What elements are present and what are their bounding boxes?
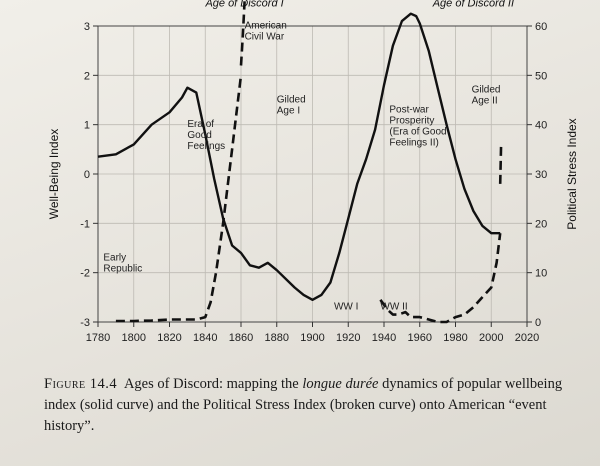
- left-tick-label: 3: [84, 21, 90, 33]
- annotation-line: Republic: [103, 263, 142, 274]
- left-tick-label: 2: [84, 70, 90, 82]
- political-stress-index-line: [239, 1, 246, 66]
- right-tick-label: 20: [535, 218, 547, 230]
- annotation-line: Good: [187, 130, 211, 141]
- left-tick-label: -3: [80, 317, 90, 329]
- era-label: Age of Discord I: [204, 0, 283, 9]
- caption-emphasis: longue durée: [302, 376, 379, 392]
- x-tick-label: 1980: [443, 332, 467, 344]
- x-tick-label: 2020: [515, 332, 539, 344]
- annotation-line: Civil War: [245, 31, 285, 42]
- annotation-label: Gilded Age II: [472, 85, 501, 107]
- x-tick-label: 1920: [336, 332, 360, 344]
- annotation-line: (Era of Good: [389, 126, 446, 137]
- x-tick-label: 1820: [157, 332, 181, 344]
- annotation-line: Feelings II): [389, 137, 438, 148]
- annotation-line: Age II: [472, 96, 498, 107]
- right-tick-label: 30: [535, 169, 547, 181]
- x-tick-label: 1840: [193, 332, 217, 344]
- annotation-line: Gilded: [277, 94, 306, 105]
- annotation-label: Early Republic: [103, 252, 142, 274]
- annotation-line: WW II: [380, 302, 407, 313]
- left-tick-label: 1: [84, 120, 90, 132]
- right-axis-title: Political Stress Index: [565, 118, 579, 229]
- x-tick-label: 1880: [265, 332, 289, 344]
- caption-figure-label: Figure 14.4: [44, 376, 118, 392]
- annotation-label: American Civil War: [245, 20, 287, 42]
- x-tick-label: 1940: [372, 332, 396, 344]
- annotation-label: Gilded Age I: [277, 94, 306, 116]
- annotation-label: WW II: [380, 302, 407, 313]
- political-stress-index-line: [115, 75, 243, 323]
- annotations: Age of Discord I Age of Discord II America…: [103, 0, 514, 313]
- annotation-label: Era of Good Feelings: [187, 119, 225, 152]
- right-tick-label: 10: [535, 268, 547, 280]
- right-tick-label: 50: [535, 70, 547, 82]
- well-being-index-line: [97, 12, 501, 301]
- annotation-line: Prosperity: [389, 115, 434, 126]
- series: [97, 1, 503, 324]
- grid: [97, 25, 528, 323]
- annotation-line: Gilded: [472, 85, 501, 96]
- annotation-line: Early: [103, 252, 126, 263]
- annotation-line: WW I: [334, 302, 358, 313]
- left-tick-label: 0: [84, 169, 90, 181]
- x-tick-label: 1860: [229, 332, 253, 344]
- annotation-line: American: [245, 20, 287, 31]
- right-tick-label: 0: [535, 317, 541, 329]
- annotation-line: Feelings: [187, 141, 225, 152]
- era-label: Age of Discord II: [432, 0, 514, 9]
- x-tick-label: 1780: [86, 332, 110, 344]
- annotation-line: Post-war: [389, 104, 429, 115]
- caption-text-start: Ages of Discord: mapping the: [123, 376, 303, 392]
- left-tick-label: -2: [80, 268, 90, 280]
- annotation-line: Age I: [277, 105, 300, 116]
- right-tick-label: 60: [535, 21, 547, 33]
- right-tick-label: 40: [535, 120, 547, 132]
- ages-of-discord-chart: 1780 1800 1820 1840 1860 1880 1900 1920 1940 1960…: [47, 0, 579, 344]
- annotation-line: Era of: [187, 119, 214, 130]
- caption-text-end: dynamics of popular wellbeing index (sol…: [44, 376, 563, 434]
- political-stress-index-line: [498, 144, 503, 184]
- x-tick-label: 1900: [300, 332, 324, 344]
- left-axis-title: Well-Being Index: [47, 129, 61, 220]
- x-tick-label: 1960: [408, 332, 432, 344]
- x-tick-label: 2000: [479, 332, 503, 344]
- x-tick-label: 1800: [122, 332, 146, 344]
- left-tick-label: -1: [80, 218, 90, 230]
- annotation-label: WW I: [334, 302, 358, 313]
- annotation-label: Post-war Prosperity (Era of Good Feelings I…: [389, 104, 446, 148]
- axes: 1780 1800 1820 1840 1860 1880 1900 1920 1940 1960…: [47, 21, 579, 344]
- figure-caption: Figure 14.4 Ages of Discord: mapping the…: [44, 374, 584, 437]
